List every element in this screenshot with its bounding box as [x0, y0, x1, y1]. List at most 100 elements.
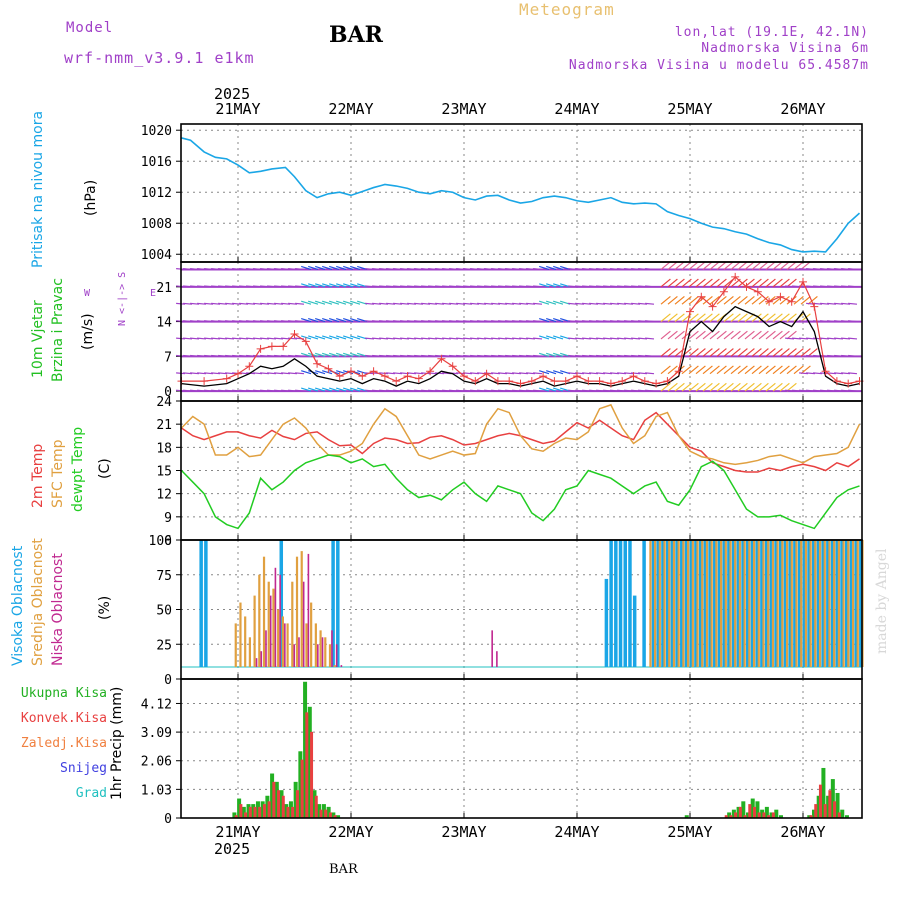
- wind-arrow: [730, 382, 741, 392]
- wind-arrow: [295, 320, 305, 323]
- wind-arrow: [336, 318, 347, 323]
- wind-arrow: [484, 337, 494, 340]
- wind-arrow: [645, 302, 655, 305]
- wind-arrow: [667, 348, 678, 357]
- wind-arrow: [575, 268, 585, 271]
- wind-gust-marker: [471, 377, 480, 386]
- wind-arrow: [799, 337, 809, 340]
- wind-arrow: [442, 302, 452, 305]
- wind-arrow: [393, 389, 403, 392]
- wind-arrow: [631, 285, 641, 288]
- wind-arrow: [813, 285, 823, 288]
- wind-gust-marker: [392, 377, 401, 386]
- cloud-low-bar: [340, 665, 343, 667]
- wind-arrow: [505, 302, 515, 305]
- wind-arrow: [765, 382, 776, 392]
- wind-arrow: [477, 302, 487, 305]
- wind-arrow: [638, 302, 648, 305]
- wind-arrow: [638, 337, 648, 340]
- precip-total-bar: [840, 809, 845, 818]
- wind-gust-marker: [460, 372, 468, 381]
- wind-arrow: [533, 268, 543, 271]
- wind-arrow: [343, 300, 354, 305]
- wind-arrow: [301, 352, 312, 357]
- wind-arrow: [744, 330, 755, 340]
- cloud-mid-bar: [720, 540, 723, 667]
- cloud-mid-bar: [295, 556, 299, 667]
- cloud-high-bar: [199, 540, 203, 667]
- wind-arrow: [393, 337, 403, 340]
- wind-arrow: [421, 372, 431, 375]
- ytick-label-2-3: 15: [156, 465, 172, 480]
- wind-arrow: [730, 313, 741, 323]
- wind-arrow: [183, 320, 193, 323]
- wind-gust-marker: [234, 369, 242, 378]
- wind-arrow: [610, 354, 620, 357]
- wind-arrow: [414, 302, 424, 305]
- wind-gust-marker: [731, 272, 740, 281]
- wind-arrow: [204, 337, 214, 340]
- wind-arrow: [421, 320, 431, 323]
- wind-arrow: [806, 389, 816, 392]
- precip-total-bar: [274, 781, 279, 818]
- wind-gust-marker: [414, 374, 423, 383]
- cloud-low-bar: [298, 637, 300, 667]
- wind-arrow: [758, 348, 769, 357]
- wind-arrow: [281, 268, 291, 271]
- wind-arrow: [834, 302, 844, 305]
- wind-arrow: [539, 265, 550, 271]
- cloud-high-bar: [609, 540, 613, 667]
- wind-arrow: [674, 382, 685, 392]
- cloud-low-bar: [491, 630, 493, 667]
- wind-arrow: [322, 370, 333, 375]
- wind-arrow: [322, 318, 333, 323]
- wind-arrow: [617, 302, 627, 305]
- wind-arrow: [631, 320, 641, 323]
- wind-gust-marker: [618, 377, 627, 386]
- ytick-label-4-1: 1.03: [141, 783, 172, 798]
- wind-arrow: [365, 320, 375, 323]
- wind-arrow: [688, 278, 699, 288]
- wind-arrow: [519, 268, 529, 271]
- precip-legend-snow: Snijeg: [60, 761, 107, 776]
- wind-arrow: [553, 283, 564, 288]
- wind-arrow: [315, 352, 326, 357]
- wind-arrow: [723, 348, 734, 357]
- cloud-low-bar: [302, 581, 305, 667]
- wind-arrow: [765, 295, 776, 305]
- wind-arrow: [435, 372, 445, 375]
- wind-arrow: [539, 300, 550, 305]
- wind-arrow: [596, 285, 606, 288]
- ytick-label-2-1: 9: [164, 511, 172, 526]
- wind-arrow: [449, 337, 459, 340]
- wind-arrow: [267, 302, 277, 305]
- wind-arrow: [329, 352, 340, 357]
- cloud-high-bar: [769, 540, 774, 667]
- wind-direction-w: W: [84, 288, 91, 299]
- precip-conv-bar: [762, 812, 766, 818]
- wind-arrow: [414, 389, 424, 392]
- wind-arrow: [575, 354, 585, 357]
- wind-arrow: [372, 285, 382, 288]
- wind-arrow: [350, 318, 361, 323]
- precip-conv-bar: [837, 812, 841, 818]
- precip-conv-bar: [328, 812, 332, 818]
- wind-arrow: [322, 265, 333, 271]
- wind-arrow: [730, 348, 741, 357]
- wind-arrow: [407, 337, 417, 340]
- wind-arrow: [793, 348, 804, 357]
- wind-arrow: [498, 268, 508, 271]
- wind-arrow: [772, 330, 783, 340]
- wind-arrow: [491, 372, 501, 375]
- wind-arrow: [336, 283, 347, 288]
- wind-arrow: [400, 337, 410, 340]
- wind-arrow: [820, 302, 830, 305]
- wind-arrow: [820, 354, 830, 357]
- wind-gust-marker: [437, 354, 446, 363]
- wind-arrow: [435, 320, 445, 323]
- cloud-mid-bar: [267, 581, 270, 667]
- cloud-mid-bar: [677, 540, 680, 667]
- wind-arrow: [463, 320, 473, 323]
- wind-arrow: [800, 261, 811, 270]
